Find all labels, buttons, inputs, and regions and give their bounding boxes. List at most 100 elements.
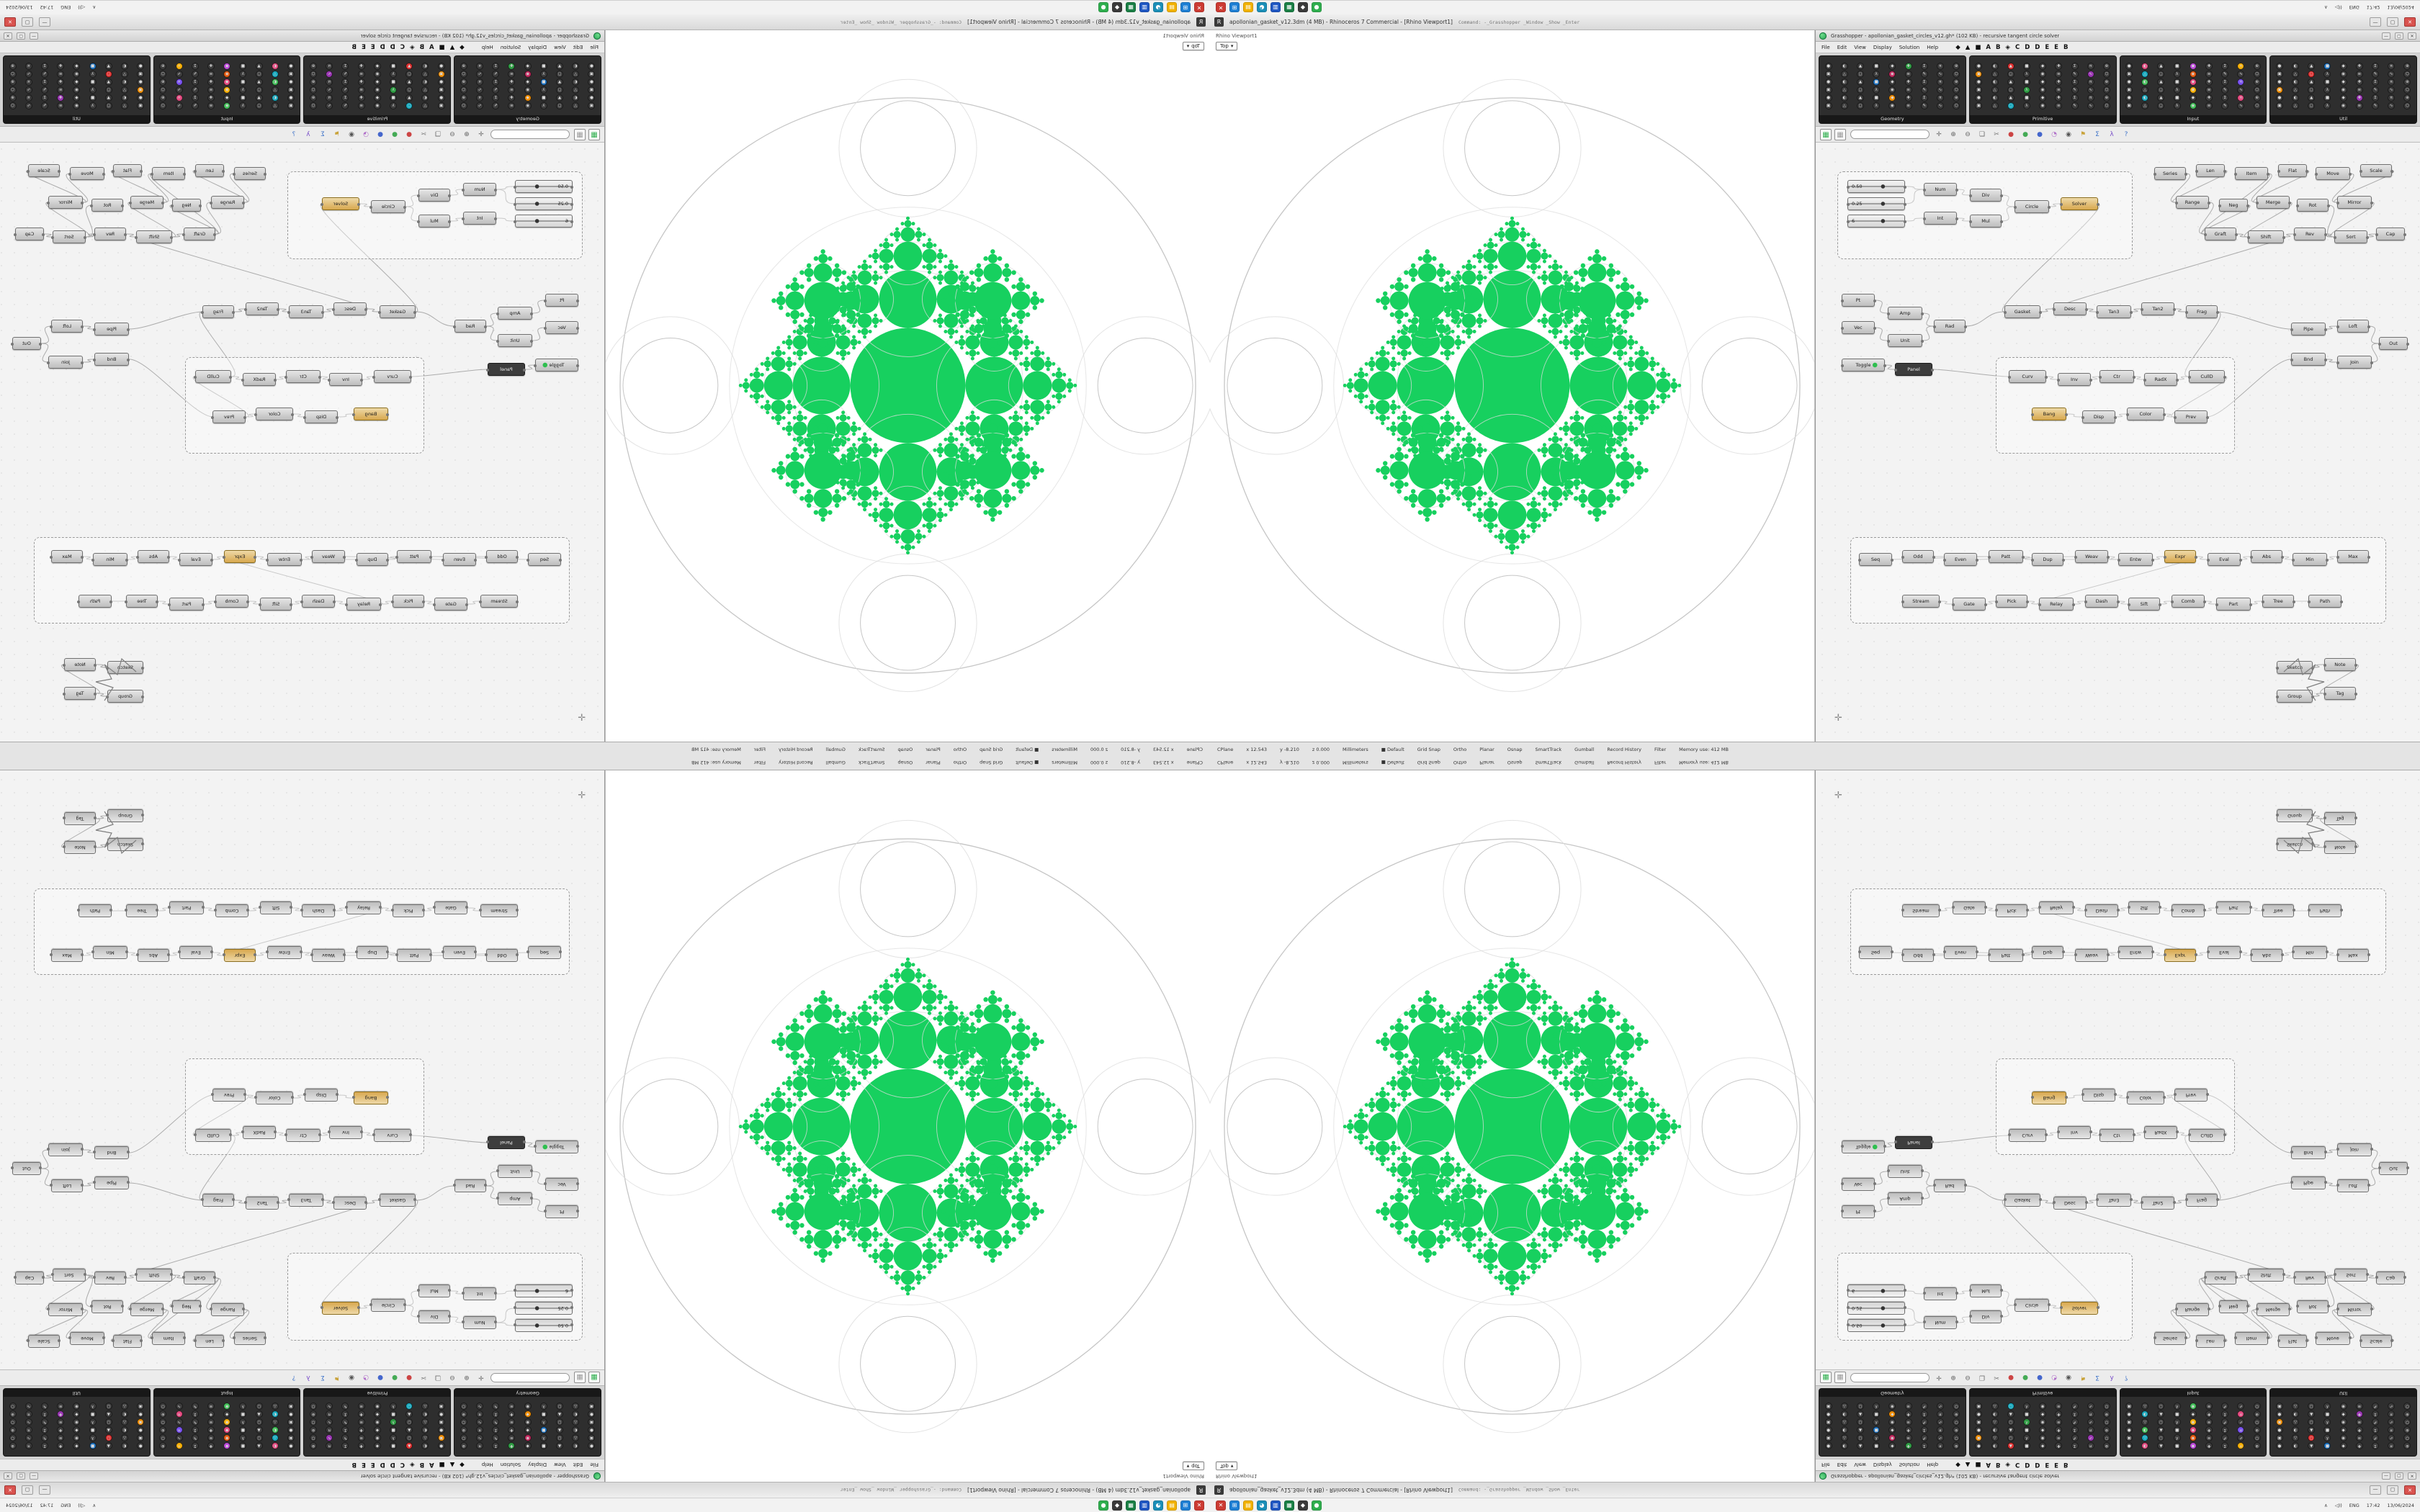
component-icon[interactable]: ▣ bbox=[287, 1418, 295, 1426]
component-icon[interactable]: ● bbox=[2125, 94, 2133, 102]
status-item[interactable]: y -8.210 bbox=[1280, 746, 1299, 752]
component-icon[interactable]: ■ bbox=[89, 78, 97, 86]
component-icon[interactable]: ✚ bbox=[1904, 1442, 1912, 1450]
component-icon[interactable]: λ bbox=[89, 70, 97, 78]
component-icon[interactable]: ◻ bbox=[255, 1418, 263, 1426]
gh-node[interactable]: CullD bbox=[195, 1129, 231, 1142]
component-icon[interactable]: ◉ bbox=[524, 102, 532, 109]
component-icon[interactable]: ⬡ bbox=[159, 1434, 167, 1442]
gh-node[interactable]: Amp bbox=[1886, 307, 1924, 320]
component-icon[interactable]: ▲ bbox=[2007, 78, 2015, 86]
component-icon[interactable]: △ bbox=[1991, 102, 1999, 109]
component-icon[interactable]: ✚ bbox=[357, 1426, 365, 1434]
component-icon[interactable]: ∿ bbox=[476, 1418, 484, 1426]
component-icon[interactable]: △ bbox=[1840, 1418, 1848, 1426]
component-icon[interactable]: ◐ bbox=[120, 1426, 128, 1434]
canvas-compass-widget[interactable]: ✛ bbox=[1834, 713, 1842, 724]
component-icon[interactable]: λ bbox=[390, 102, 398, 109]
component-icon[interactable]: π bbox=[1936, 1442, 1944, 1450]
component-icon[interactable]: ◐ bbox=[1991, 62, 1999, 70]
gh-node[interactable]: Tan2 bbox=[246, 1197, 279, 1210]
canvas-compass-widget[interactable]: ✛ bbox=[578, 713, 586, 724]
category-tab[interactable]: E bbox=[362, 1461, 366, 1469]
component-icon[interactable]: ✎ bbox=[341, 1434, 349, 1442]
component-icon[interactable]: ⬡ bbox=[159, 1418, 167, 1426]
component-icon[interactable]: ◉ bbox=[2189, 86, 2197, 94]
component-icon[interactable]: ✎ bbox=[2372, 102, 2379, 109]
component-icon[interactable]: π bbox=[1936, 1410, 1944, 1418]
toolbar-icon[interactable]: λ bbox=[306, 130, 310, 138]
category-tab[interactable]: ◈ bbox=[2005, 43, 2010, 51]
menu-item[interactable]: View bbox=[554, 44, 566, 50]
component-icon[interactable]: ✚ bbox=[357, 94, 365, 102]
component-icon[interactable]: ⊕ bbox=[460, 1426, 467, 1434]
gh-node[interactable]: Vec bbox=[545, 1178, 578, 1191]
component-icon[interactable]: ◉ bbox=[524, 1434, 532, 1442]
gh-maximize-button[interactable]: ▢ bbox=[17, 1472, 25, 1480]
taskbar-app-icon[interactable]: ✕ bbox=[1194, 1500, 1204, 1511]
component-icon[interactable]: π bbox=[2087, 62, 2094, 70]
component-icon[interactable]: π bbox=[175, 78, 183, 86]
component-icon[interactable]: ✎ bbox=[191, 102, 199, 109]
component-icon[interactable]: ▣ bbox=[287, 1403, 295, 1410]
component-icon[interactable]: Σ bbox=[341, 78, 349, 86]
palette-group-label[interactable]: Util bbox=[4, 1389, 150, 1397]
gh-node[interactable]: 0.25 bbox=[515, 1302, 573, 1315]
menu-item[interactable]: File bbox=[1821, 44, 1830, 50]
gh-node[interactable]: CullD bbox=[195, 370, 231, 383]
component-icon[interactable]: ◐ bbox=[2292, 1442, 2300, 1450]
gh-node[interactable]: 0.50 bbox=[1847, 1319, 1905, 1332]
component-icon[interactable]: ▣ bbox=[137, 1403, 145, 1410]
component-icon[interactable]: ◉ bbox=[223, 1418, 231, 1426]
component-icon[interactable]: ■ bbox=[2323, 1410, 2331, 1418]
component-icon[interactable]: λ bbox=[1873, 86, 1881, 94]
component-icon[interactable]: ⬡ bbox=[2102, 70, 2110, 78]
gh-node[interactable]: Pipe bbox=[2290, 323, 2327, 336]
gh-node[interactable]: Range bbox=[211, 1303, 244, 1316]
toolbar-icon[interactable]: ◔ bbox=[363, 1374, 369, 1382]
component-icon[interactable]: ⊕ bbox=[460, 1442, 467, 1450]
gh-node[interactable]: Desc bbox=[2053, 1197, 2087, 1210]
tray-item[interactable]: ∧ bbox=[2323, 1503, 2328, 1508]
component-icon[interactable]: ● bbox=[1975, 94, 1983, 102]
gh-node[interactable]: Path bbox=[2307, 595, 2343, 608]
gh-node[interactable]: Pt bbox=[1842, 1205, 1875, 1218]
gh-node[interactable]: Join bbox=[48, 1143, 83, 1156]
component-icon[interactable]: ◆ bbox=[1888, 62, 1896, 70]
toolbar-icon[interactable]: ⊕ bbox=[464, 1374, 470, 1382]
component-icon[interactable]: △ bbox=[572, 1434, 580, 1442]
gh-node[interactable]: Odd bbox=[1901, 550, 1935, 563]
gh-node[interactable]: Sort bbox=[53, 1269, 86, 1282]
component-icon[interactable]: ∿ bbox=[1936, 102, 1944, 109]
component-icon[interactable]: △ bbox=[2141, 86, 2149, 94]
component-icon[interactable]: ✚ bbox=[207, 1426, 215, 1434]
component-icon[interactable]: ▲ bbox=[104, 1426, 112, 1434]
component-icon[interactable]: λ bbox=[2173, 86, 2181, 94]
component-icon[interactable]: ∿ bbox=[2087, 1418, 2094, 1426]
status-item[interactable]: Gumball bbox=[825, 746, 846, 752]
gh-node[interactable]: Sort bbox=[2334, 1269, 2367, 1282]
gh-node[interactable]: Frag bbox=[202, 1194, 234, 1207]
gh-node[interactable]: Patt bbox=[1987, 550, 2025, 563]
gh-node[interactable]: Item bbox=[152, 167, 185, 180]
component-icon[interactable]: ≡ bbox=[1904, 86, 1912, 94]
gh-node[interactable]: Relay bbox=[346, 598, 381, 611]
close-button[interactable]: ✕ bbox=[4, 17, 16, 27]
component-icon[interactable]: ≡ bbox=[2355, 86, 2363, 94]
component-icon[interactable]: ▲ bbox=[1856, 62, 1864, 70]
gh-node[interactable]: Frag bbox=[202, 305, 234, 318]
component-icon[interactable]: ◉ bbox=[373, 1403, 381, 1410]
component-icon[interactable]: ◆ bbox=[2039, 1442, 2047, 1450]
component-icon[interactable]: ≡ bbox=[2205, 86, 2213, 94]
component-icon[interactable]: ∿ bbox=[2388, 1403, 2396, 1410]
component-icon[interactable]: ⊕ bbox=[310, 78, 318, 86]
category-tab[interactable]: B bbox=[351, 43, 357, 51]
component-icon[interactable]: ■ bbox=[2173, 1410, 2181, 1418]
component-icon[interactable]: ✚ bbox=[508, 1426, 516, 1434]
component-icon[interactable]: ⬡ bbox=[159, 102, 167, 109]
gh-node[interactable]: Dash bbox=[302, 595, 335, 608]
component-icon[interactable]: ▲ bbox=[2308, 62, 2316, 70]
component-icon[interactable]: Σ bbox=[2221, 94, 2229, 102]
component-icon[interactable]: ◆ bbox=[1888, 78, 1896, 86]
component-icon[interactable]: ■ bbox=[89, 1410, 97, 1418]
